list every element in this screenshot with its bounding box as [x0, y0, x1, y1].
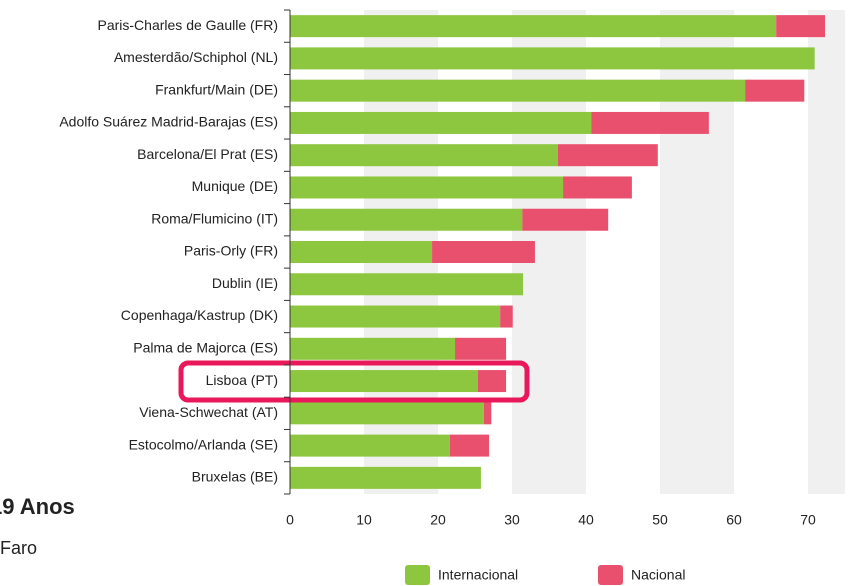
- y-tick-label: Amesterdão/Schiphol (NL): [114, 49, 278, 65]
- legend-label: Internacional: [438, 567, 518, 583]
- y-tick-label: Estocolmo/Arlanda (SE): [129, 436, 278, 452]
- bar-segment: [290, 15, 777, 38]
- x-tick-label: 40: [578, 512, 594, 528]
- bar-segment: [449, 434, 490, 457]
- y-tick-label: Frankfurt/Main (DE): [155, 81, 278, 97]
- grid-band: [808, 10, 845, 494]
- y-tick-label: Roma/Flumicino (IT): [151, 210, 278, 226]
- x-tick-label: 70: [800, 512, 816, 528]
- y-tick-label: Barcelona/El Prat (ES): [137, 146, 278, 162]
- side-heading: 19 Anos: [0, 494, 75, 519]
- y-tick-label: Dublin (IE): [212, 275, 278, 291]
- x-tick-label: 20: [430, 512, 446, 528]
- bar-segment: [290, 337, 456, 360]
- side-subheading: Faro: [0, 538, 37, 558]
- y-tick-label: Bruxelas (BE): [192, 469, 278, 485]
- bar-segment: [290, 47, 815, 70]
- bar-segment: [483, 402, 492, 425]
- highlight-box: [178, 360, 530, 403]
- bar-segment: [290, 111, 592, 134]
- bar-segment: [290, 273, 524, 296]
- bar-segment: [290, 176, 564, 199]
- legend-label: Nacional: [631, 567, 685, 583]
- x-tick-label: 0: [286, 512, 294, 528]
- bar-segment: [290, 402, 484, 425]
- y-tick-label: Paris-Orly (FR): [184, 243, 278, 259]
- y-tick-label: Adolfo Suárez Madrid-Barajas (ES): [59, 114, 278, 130]
- bar-segment: [290, 144, 558, 167]
- bar-segment: [745, 79, 805, 102]
- y-tick-label: Lisboa (PT): [206, 372, 278, 388]
- bar-segment: [477, 370, 507, 393]
- bar-segment: [290, 370, 478, 393]
- bar-segment: [290, 79, 746, 102]
- bar-segment: [290, 434, 450, 457]
- x-tick-label: 50: [652, 512, 668, 528]
- y-tick-label: Paris-Charles de Gaulle (FR): [98, 17, 279, 33]
- y-tick-label: Munique (DE): [192, 178, 278, 194]
- bar-segment: [776, 15, 826, 38]
- bar-segment: [455, 337, 507, 360]
- legend-swatch: [598, 565, 623, 585]
- bar-segment: [432, 241, 535, 263]
- x-tick-label: 10: [356, 512, 372, 528]
- bar-segment: [290, 208, 523, 231]
- bar-segment: [591, 111, 709, 134]
- bar-segment: [522, 208, 609, 231]
- bar-segment: [290, 466, 481, 489]
- x-tick-label: 30: [504, 512, 520, 528]
- bar-segment: [290, 305, 501, 328]
- legend-swatch: [405, 565, 430, 585]
- bar-segment: [290, 241, 433, 263]
- x-tick-label: 60: [726, 512, 742, 528]
- y-tick-label: Copenhaga/Kastrup (DK): [121, 307, 278, 323]
- bar-segment: [500, 305, 513, 328]
- bar-segment: [563, 176, 632, 199]
- bar-segment: [557, 144, 658, 167]
- y-tick-label: Palma de Majorca (ES): [133, 340, 278, 356]
- y-tick-label: Viena-Schwechat (AT): [139, 404, 278, 420]
